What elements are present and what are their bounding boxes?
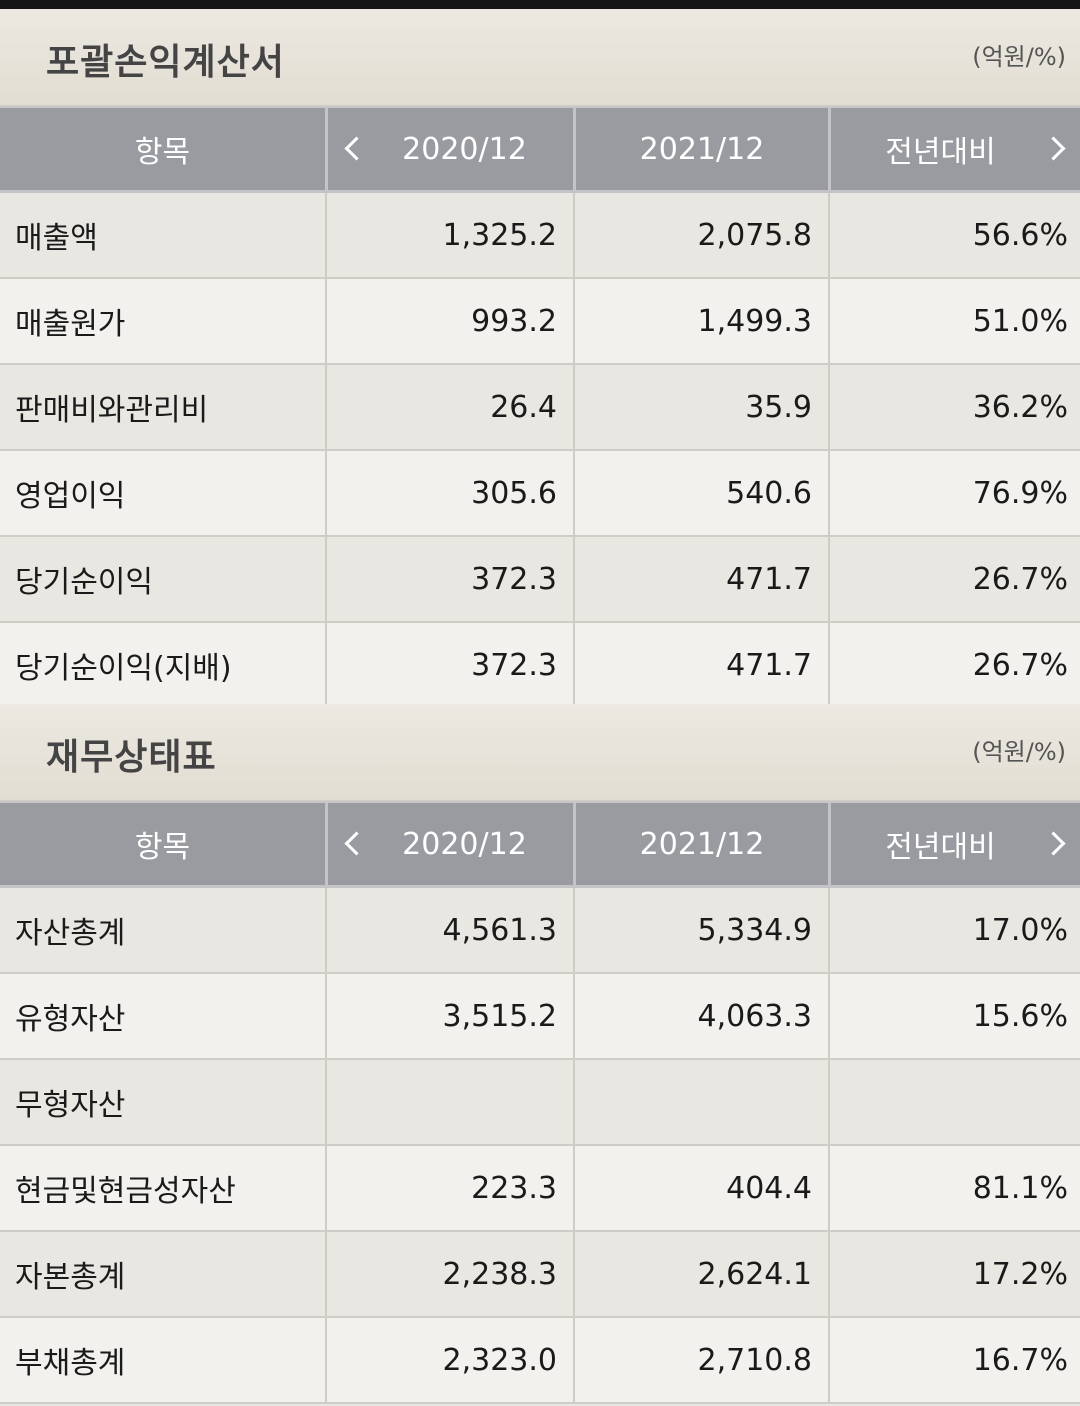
value-2021: 35.9 bbox=[573, 365, 828, 449]
income-statement-section: 포괄손익계산서 (억원/%) 항목 2020/12 2021/12 전년대비 매… bbox=[0, 9, 1080, 709]
table-row: 매출원가 993.2 1,499.3 51.0% bbox=[0, 279, 1080, 365]
value-yoy: 17.0% bbox=[828, 888, 1080, 972]
header-col1-label: 2020/12 bbox=[402, 131, 527, 167]
header-col2-label: 2021/12 bbox=[639, 131, 765, 167]
header-yoy[interactable]: 전년대비 bbox=[828, 803, 1080, 885]
header-col3-label: 전년대비 bbox=[885, 830, 996, 865]
value-yoy: 16.7% bbox=[828, 1318, 1080, 1402]
value-2020: 26.4 bbox=[325, 365, 573, 449]
income-table-header: 항목 2020/12 2021/12 전년대비 bbox=[0, 106, 1080, 193]
row-label: 무형자산 bbox=[15, 1088, 126, 1123]
value-yoy: 17.2% bbox=[828, 1232, 1080, 1316]
row-label: 당기순이익 bbox=[15, 565, 153, 600]
balance-table-header: 항목 2020/12 2021/12 전년대비 bbox=[0, 801, 1080, 888]
value-yoy: 76.9% bbox=[828, 451, 1080, 535]
income-table-body: 매출액 1,325.2 2,075.8 56.6% 매출원가 993.2 1,4… bbox=[0, 193, 1080, 709]
income-statement-unit: (억원/%) bbox=[972, 43, 1066, 71]
value-yoy: 15.6% bbox=[828, 974, 1080, 1058]
table-row: 현금및현금성자산 223.3 404.4 81.1% bbox=[0, 1146, 1080, 1232]
row-label: 자본총계 bbox=[15, 1260, 126, 1295]
row-label: 현금및현금성자산 bbox=[15, 1174, 236, 1209]
value-2020: 1,325.2 bbox=[325, 193, 573, 277]
balance-sheet-title: 재무상태표 bbox=[46, 737, 217, 778]
value-2021: 471.7 bbox=[573, 537, 828, 621]
header-col3-label: 전년대비 bbox=[885, 135, 996, 170]
header-prev-period[interactable]: 2020/12 bbox=[325, 108, 573, 190]
header-item: 항목 bbox=[0, 803, 325, 885]
row-label: 판매비와관리비 bbox=[15, 393, 209, 428]
value-yoy bbox=[828, 1060, 1080, 1144]
header-item-label: 항목 bbox=[134, 135, 191, 170]
header-col2-label: 2021/12 bbox=[639, 826, 765, 862]
header-prev-period[interactable]: 2020/12 bbox=[325, 803, 573, 885]
value-2020: 993.2 bbox=[325, 279, 573, 363]
chevron-right-icon[interactable] bbox=[1041, 136, 1066, 161]
income-statement-title: 포괄손익계산서 bbox=[46, 42, 285, 83]
row-label: 당기순이익(지배) bbox=[15, 651, 232, 686]
row-label: 영업이익 bbox=[15, 479, 126, 514]
value-yoy: 36.2% bbox=[828, 365, 1080, 449]
value-2020: 372.3 bbox=[325, 623, 573, 707]
value-yoy: 51.0% bbox=[828, 279, 1080, 363]
value-2020: 4,561.3 bbox=[325, 888, 573, 972]
value-2021: 1,499.3 bbox=[573, 279, 828, 363]
chevron-left-icon[interactable] bbox=[344, 831, 369, 856]
value-2021: 5,334.9 bbox=[573, 888, 828, 972]
value-2021: 2,075.8 bbox=[573, 193, 828, 277]
row-label: 부채총계 bbox=[15, 1346, 126, 1381]
value-2021: 2,624.1 bbox=[573, 1232, 828, 1316]
row-label: 매출액 bbox=[15, 221, 98, 256]
table-row: 영업이익 305.6 540.6 76.9% bbox=[0, 451, 1080, 537]
value-2021: 404.4 bbox=[573, 1146, 828, 1230]
header-current-period: 2021/12 bbox=[573, 803, 828, 885]
table-row: 유형자산 3,515.2 4,063.3 15.6% bbox=[0, 974, 1080, 1060]
table-row: 부채총계 2,323.0 2,710.8 16.7% bbox=[0, 1318, 1080, 1404]
table-row: 당기순이익(지배) 372.3 471.7 26.7% bbox=[0, 623, 1080, 709]
table-row: 자본총계 2,238.3 2,624.1 17.2% bbox=[0, 1232, 1080, 1318]
value-yoy: 26.7% bbox=[828, 537, 1080, 621]
value-2021: 2,710.8 bbox=[573, 1318, 828, 1402]
balance-sheet-header: 재무상태표 (억원/%) bbox=[0, 704, 1080, 801]
value-2020 bbox=[325, 1060, 573, 1144]
value-2020: 305.6 bbox=[325, 451, 573, 535]
row-label: 자산총계 bbox=[15, 916, 126, 951]
value-2021: 4,063.3 bbox=[573, 974, 828, 1058]
row-label: 유형자산 bbox=[15, 1002, 126, 1037]
balance-sheet-unit: (억원/%) bbox=[972, 738, 1066, 766]
table-row: 당기순이익 372.3 471.7 26.7% bbox=[0, 537, 1080, 623]
chevron-right-icon[interactable] bbox=[1041, 831, 1066, 856]
table-row: 매출액 1,325.2 2,075.8 56.6% bbox=[0, 193, 1080, 279]
income-statement-header: 포괄손익계산서 (억원/%) bbox=[0, 9, 1080, 106]
header-current-period: 2021/12 bbox=[573, 108, 828, 190]
value-2020: 2,238.3 bbox=[325, 1232, 573, 1316]
value-yoy: 56.6% bbox=[828, 193, 1080, 277]
balance-sheet-section: 재무상태표 (억원/%) 항목 2020/12 2021/12 전년대비 자산총… bbox=[0, 704, 1080, 1404]
value-yoy: 81.1% bbox=[828, 1146, 1080, 1230]
header-col1-label: 2020/12 bbox=[402, 826, 527, 862]
table-row: 무형자산 bbox=[0, 1060, 1080, 1146]
row-label: 매출원가 bbox=[15, 307, 126, 342]
value-2020: 3,515.2 bbox=[325, 974, 573, 1058]
table-row: 판매비와관리비 26.4 35.9 36.2% bbox=[0, 365, 1080, 451]
value-2021: 471.7 bbox=[573, 623, 828, 707]
value-2020: 223.3 bbox=[325, 1146, 573, 1230]
value-2021: 540.6 bbox=[573, 451, 828, 535]
chevron-left-icon[interactable] bbox=[344, 136, 369, 161]
status-bar-edge bbox=[0, 0, 1080, 9]
header-item-label: 항목 bbox=[134, 830, 191, 865]
value-2020: 2,323.0 bbox=[325, 1318, 573, 1402]
value-yoy: 26.7% bbox=[828, 623, 1080, 707]
balance-table-body: 자산총계 4,561.3 5,334.9 17.0% 유형자산 3,515.2 … bbox=[0, 888, 1080, 1404]
header-yoy[interactable]: 전년대비 bbox=[828, 108, 1080, 190]
value-2020: 372.3 bbox=[325, 537, 573, 621]
header-item: 항목 bbox=[0, 108, 325, 190]
table-row: 자산총계 4,561.3 5,334.9 17.0% bbox=[0, 888, 1080, 974]
value-2021 bbox=[573, 1060, 828, 1144]
